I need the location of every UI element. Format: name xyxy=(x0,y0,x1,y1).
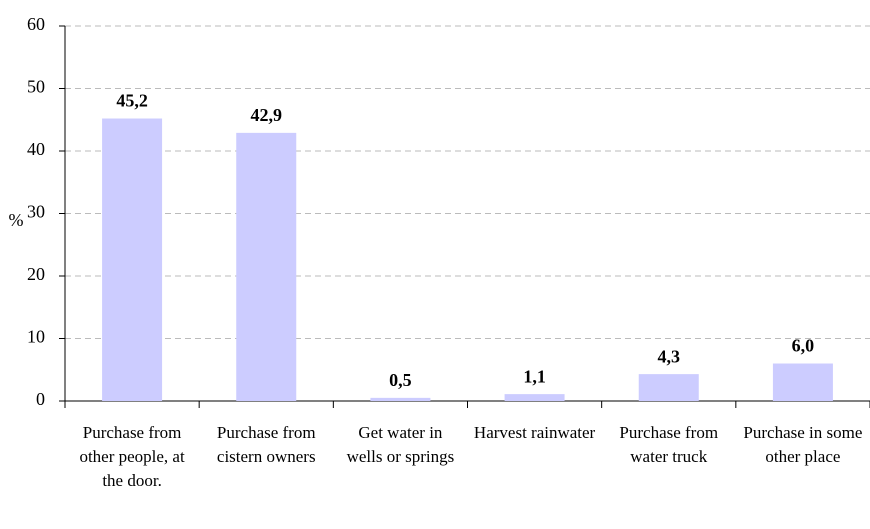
y-tick-label: 10 xyxy=(27,327,45,347)
x-tick-label: Purchase in some other place xyxy=(743,423,863,466)
y-tick-label: 0 xyxy=(36,389,45,409)
bar xyxy=(236,132,297,401)
bar xyxy=(370,397,431,401)
y-tick-label: 60 xyxy=(27,14,45,34)
y-tick-label: 30 xyxy=(27,202,45,222)
value-label: 45,2 xyxy=(116,91,148,111)
x-tick-label: Purchase from cistern owners xyxy=(216,423,316,466)
value-label: 4,3 xyxy=(658,346,681,366)
bar xyxy=(504,394,565,401)
value-label: 1,1 xyxy=(523,366,546,386)
bar xyxy=(772,363,833,401)
bar xyxy=(638,374,699,401)
value-label: 42,9 xyxy=(251,105,283,125)
y-tick-label: 40 xyxy=(27,139,45,159)
x-tick-label: Harvest rainwater xyxy=(473,423,596,442)
bar xyxy=(102,118,163,401)
value-label: 6,0 xyxy=(792,336,815,356)
x-tick-label: Purchase from other people, at the door. xyxy=(79,423,185,490)
y-tick-label: 20 xyxy=(27,264,45,284)
y-axis-label: % xyxy=(9,210,24,230)
x-tick-label: Get water in wells or springs xyxy=(346,423,455,466)
value-label: 0,5 xyxy=(389,370,412,390)
x-tick-label: Purchase from water truck xyxy=(619,423,719,466)
y-tick-label: 50 xyxy=(27,77,45,97)
